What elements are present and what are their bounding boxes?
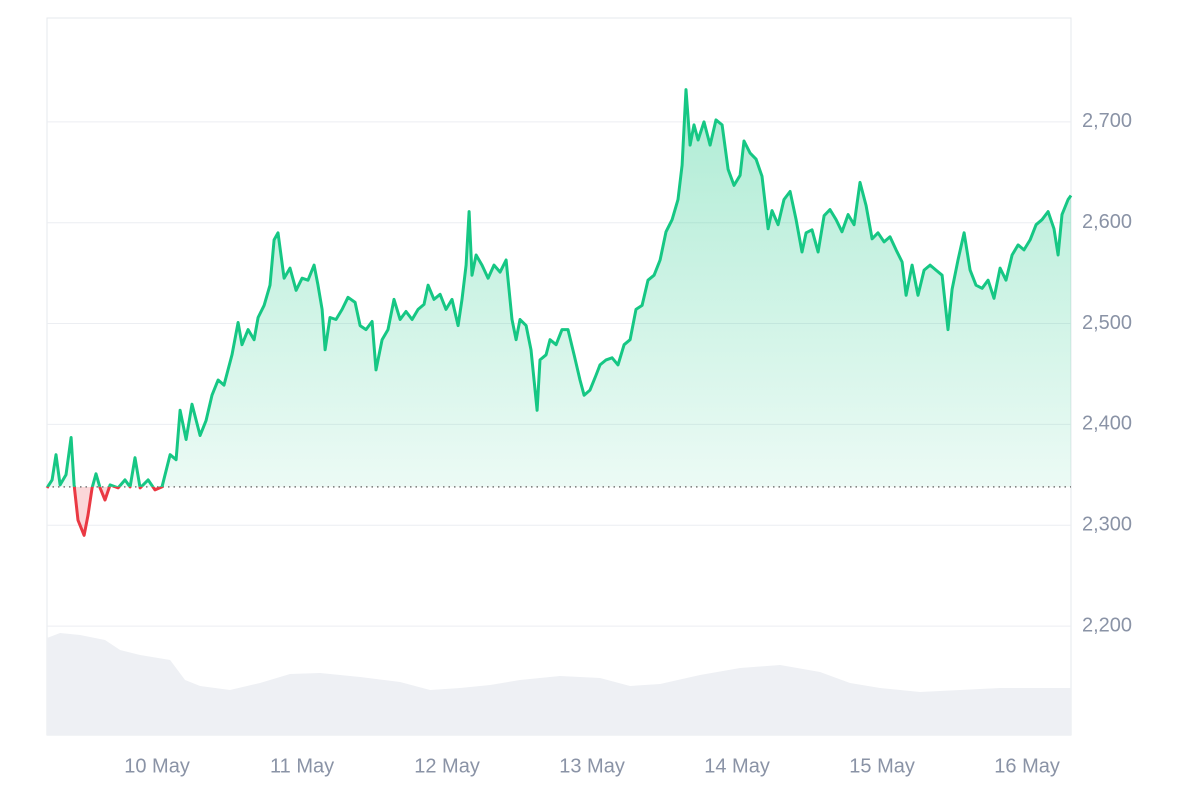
y-tick-label: 2,400 [1082,413,1132,435]
price-line-up [45,88,1073,487]
x-tick-label: 12 May [414,755,480,777]
y-tick-label: 2,300 [1082,514,1132,536]
y-tick-label: 2,700 [1082,110,1132,132]
volume-area [47,633,1071,735]
y-tick-label: 2,200 [1082,614,1132,636]
x-tick-label: 10 May [124,755,190,777]
x-tick-label: 13 May [559,755,625,777]
x-tick-label: 16 May [994,755,1060,777]
area-up [47,89,1071,487]
y-tick-label: 2,500 [1082,312,1132,334]
x-tick-label: 14 May [704,755,770,777]
x-tick-label: 15 May [849,755,915,777]
y-tick-label: 2,600 [1082,211,1132,233]
x-tick-label: 11 May [270,755,334,777]
